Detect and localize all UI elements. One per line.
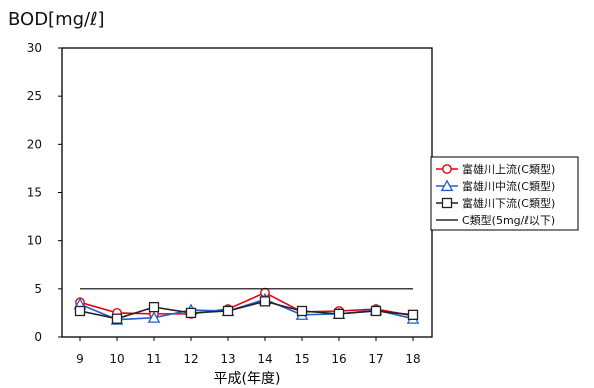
y-tick-label-4: 20 [27, 137, 42, 151]
legend-marker-1 [440, 179, 454, 192]
legend: 富雄川上流(C類型) 富雄川中流(C類型) 富雄川下流(C類型) C類型(5mg/ℓ以… [430, 156, 579, 231]
y-tick-label-5: 25 [27, 89, 42, 103]
series-layer [73, 287, 420, 325]
x-tick-label-2: 11 [146, 352, 161, 366]
x-tick-label-6: 15 [294, 352, 309, 366]
x-tick-label-8: 17 [368, 352, 383, 366]
series-2-point-0 [74, 305, 86, 317]
series-2-point-6 [296, 305, 308, 317]
x-tick-label-4: 13 [220, 352, 235, 366]
y-axis: 0 5 10 15 20 25 30 [27, 41, 62, 344]
series-2-point-5 [259, 296, 271, 307]
x-axis: 9 10 11 12 13 14 15 16 17 18 [76, 337, 421, 366]
y-tick-label-3: 15 [27, 186, 42, 200]
series-2-point-1 [111, 313, 123, 324]
y-tick-label-0: 0 [34, 330, 42, 344]
x-tick-label-3: 12 [183, 352, 198, 366]
series-2 [74, 296, 419, 324]
legend-label-3: C類型(5mg/ℓ以下) [462, 213, 555, 227]
x-axis-label: 平成(年度) [214, 371, 281, 387]
x-tick-label-1: 10 [109, 352, 124, 366]
series-2-point-7 [333, 308, 345, 320]
series-2-point-3 [185, 307, 197, 319]
series-2-point-9 [407, 309, 419, 320]
chart-title: BOD[mg/ℓ] [8, 9, 105, 30]
legend-marker-0 [442, 164, 452, 174]
y-tick-label-6: 30 [27, 41, 42, 55]
legend-label-2: 富雄川下流(C類型) [462, 196, 555, 210]
series-2-point-8 [370, 305, 382, 317]
series-2-point-2 [148, 301, 160, 313]
series-2-point-4 [222, 305, 234, 317]
y-tick-label-2: 10 [27, 234, 42, 248]
x-tick-label-5: 14 [257, 352, 272, 366]
x-tick-label-0: 9 [76, 352, 84, 366]
legend-label-1: 富雄川中流(C類型) [462, 179, 555, 193]
x-tick-label-9: 18 [405, 352, 420, 366]
y-tick-label-1: 5 [34, 282, 42, 296]
legend-marker-2 [441, 197, 453, 209]
series-1-point-2 [147, 311, 161, 323]
series-line-2 [79, 300, 414, 320]
legend-label-0: 富雄川上流(C類型) [462, 162, 555, 176]
x-tick-label-7: 16 [331, 352, 346, 366]
